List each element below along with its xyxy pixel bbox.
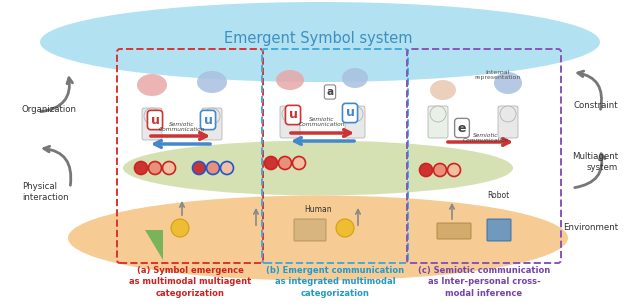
FancyBboxPatch shape bbox=[280, 106, 300, 138]
Text: u: u bbox=[289, 108, 298, 121]
Text: (b) Emergent communication
as integrated multimodal
categorization: (b) Emergent communication as integrated… bbox=[266, 266, 404, 298]
Circle shape bbox=[221, 161, 234, 175]
Ellipse shape bbox=[197, 71, 227, 93]
Circle shape bbox=[419, 164, 433, 176]
FancyBboxPatch shape bbox=[437, 223, 471, 239]
Circle shape bbox=[204, 108, 220, 124]
Text: u: u bbox=[150, 114, 159, 127]
Circle shape bbox=[193, 161, 205, 175]
Text: Robot: Robot bbox=[487, 192, 509, 201]
Text: Organization: Organization bbox=[22, 106, 77, 115]
Circle shape bbox=[433, 164, 447, 176]
Circle shape bbox=[430, 106, 446, 122]
Ellipse shape bbox=[40, 2, 600, 82]
Text: Human: Human bbox=[304, 205, 332, 214]
FancyBboxPatch shape bbox=[142, 108, 162, 140]
Text: Emergent Symbol system: Emergent Symbol system bbox=[224, 30, 412, 46]
Circle shape bbox=[447, 164, 461, 176]
Circle shape bbox=[207, 161, 220, 175]
Ellipse shape bbox=[68, 196, 568, 281]
Text: Physical
interaction: Physical interaction bbox=[22, 182, 68, 202]
Ellipse shape bbox=[342, 68, 368, 88]
FancyBboxPatch shape bbox=[498, 106, 518, 138]
Text: u: u bbox=[346, 107, 355, 120]
Ellipse shape bbox=[123, 140, 513, 196]
Circle shape bbox=[148, 161, 161, 175]
Text: (a) Symbol emergence
as multimodal multiagent
categorization: (a) Symbol emergence as multimodal multi… bbox=[129, 266, 251, 298]
Circle shape bbox=[134, 161, 147, 175]
Text: a: a bbox=[326, 87, 333, 97]
Text: Environment: Environment bbox=[563, 224, 618, 233]
Ellipse shape bbox=[494, 72, 522, 94]
Circle shape bbox=[264, 156, 278, 169]
Circle shape bbox=[282, 106, 298, 122]
Circle shape bbox=[163, 161, 175, 175]
Circle shape bbox=[171, 219, 189, 237]
Ellipse shape bbox=[276, 70, 304, 90]
FancyBboxPatch shape bbox=[202, 108, 222, 140]
FancyBboxPatch shape bbox=[487, 219, 511, 241]
FancyBboxPatch shape bbox=[294, 219, 326, 241]
Circle shape bbox=[336, 219, 354, 237]
Circle shape bbox=[347, 106, 363, 122]
Ellipse shape bbox=[430, 80, 456, 100]
Circle shape bbox=[292, 156, 305, 169]
Circle shape bbox=[500, 106, 516, 122]
Text: (c) Semiotic communication
as Inter-personal cross-
modal inference: (c) Semiotic communication as Inter-pers… bbox=[418, 266, 550, 298]
Text: Semiotic
Communication: Semiotic Communication bbox=[463, 133, 509, 144]
Circle shape bbox=[278, 156, 291, 169]
Text: Multiagent
system: Multiagent system bbox=[572, 152, 618, 172]
Text: Internal
representation: Internal representation bbox=[475, 70, 521, 80]
Ellipse shape bbox=[137, 74, 167, 96]
Text: u: u bbox=[204, 114, 212, 127]
Text: e: e bbox=[458, 121, 467, 135]
Text: Constraint: Constraint bbox=[573, 100, 618, 110]
Circle shape bbox=[144, 108, 160, 124]
FancyBboxPatch shape bbox=[428, 106, 448, 138]
Text: Semiotic
Communication: Semiotic Communication bbox=[299, 117, 345, 128]
FancyBboxPatch shape bbox=[345, 106, 365, 138]
Text: Semiotic
Communication: Semiotic Communication bbox=[159, 122, 205, 132]
Polygon shape bbox=[145, 230, 163, 260]
